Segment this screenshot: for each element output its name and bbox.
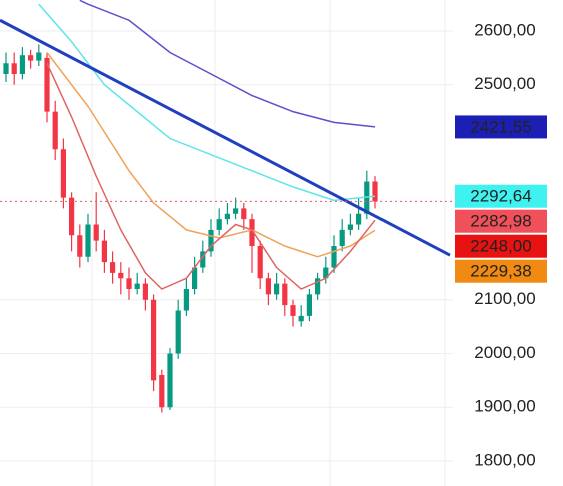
- candle-body: [331, 246, 337, 268]
- candle-body: [167, 353, 173, 408]
- candle-body: [315, 278, 321, 295]
- candle-body: [11, 63, 17, 75]
- candle-body: [151, 299, 157, 381]
- candle-body: [101, 240, 107, 263]
- candle-body: [274, 283, 280, 295]
- price-label-box: [455, 184, 547, 208]
- candle-body: [85, 224, 91, 257]
- candle-body: [257, 246, 263, 279]
- candle-body: [159, 375, 165, 408]
- price-label: 2248,00: [470, 237, 531, 256]
- candle-body: [28, 55, 34, 61]
- plot-area: [0, 0, 453, 413]
- candle-body: [282, 283, 288, 306]
- candle-body: [126, 278, 132, 290]
- y-tick-label: 2600,00: [474, 20, 535, 39]
- candle-body: [372, 181, 378, 202]
- candle-body: [249, 219, 255, 247]
- y-tick-label: 1800,00: [474, 450, 535, 469]
- candle-body: [183, 289, 189, 311]
- price-axis: 2600,00 2500,00 2100,00 2000,00 1900,00 1800,…: [455, 20, 547, 469]
- candle-body: [52, 111, 58, 150]
- vertical-grid: [91, 0, 446, 486]
- moving-average: [79, 0, 376, 128]
- candle-body: [44, 57, 50, 112]
- candle-body: [216, 219, 222, 230]
- price-label-box: [455, 209, 547, 233]
- y-tick-label: 2500,00: [474, 74, 535, 93]
- candle-body: [290, 305, 296, 316]
- candle-body: [323, 267, 329, 279]
- candle-body: [19, 55, 25, 75]
- moving-average: [38, 3, 376, 202]
- candle-body: [36, 52, 42, 61]
- y-tick-label: 2000,00: [474, 343, 535, 362]
- trendline: [0, 18, 451, 257]
- candle-body: [339, 229, 345, 247]
- candle-body: [241, 208, 247, 220]
- candle-body: [60, 149, 66, 198]
- price-label: 2282,98: [470, 212, 531, 231]
- horizontal-grid: [0, 30, 453, 462]
- candle-body: [224, 213, 230, 220]
- price-label-box: [455, 115, 547, 139]
- candle-body: [233, 208, 239, 214]
- candle-body: [265, 278, 271, 295]
- moving-average: [46, 62, 376, 290]
- candle-body: [192, 267, 198, 290]
- candle-body: [134, 283, 140, 290]
- candle-body: [77, 235, 83, 257]
- candle-body: [298, 315, 304, 322]
- candle-body: [69, 197, 75, 236]
- candle-body: [208, 229, 214, 252]
- price-label: 2421,55: [470, 117, 531, 136]
- candle-body: [347, 224, 353, 230]
- candle-body: [118, 272, 124, 279]
- candle-body: [200, 251, 206, 268]
- price-label-box: [455, 234, 547, 258]
- y-tick-label: 2100,00: [474, 289, 535, 308]
- price-label: 2229,38: [470, 262, 531, 281]
- candle-body: [3, 63, 9, 75]
- y-tick-label: 1900,00: [474, 397, 535, 416]
- candle-body: [110, 262, 116, 273]
- candle-body: [175, 310, 181, 354]
- candle-body: [356, 213, 362, 225]
- price-label-box: [455, 259, 547, 283]
- candle-body: [93, 224, 99, 241]
- candle-body: [306, 294, 312, 316]
- candle-body: [142, 283, 148, 300]
- price-label: 2292,64: [470, 187, 531, 206]
